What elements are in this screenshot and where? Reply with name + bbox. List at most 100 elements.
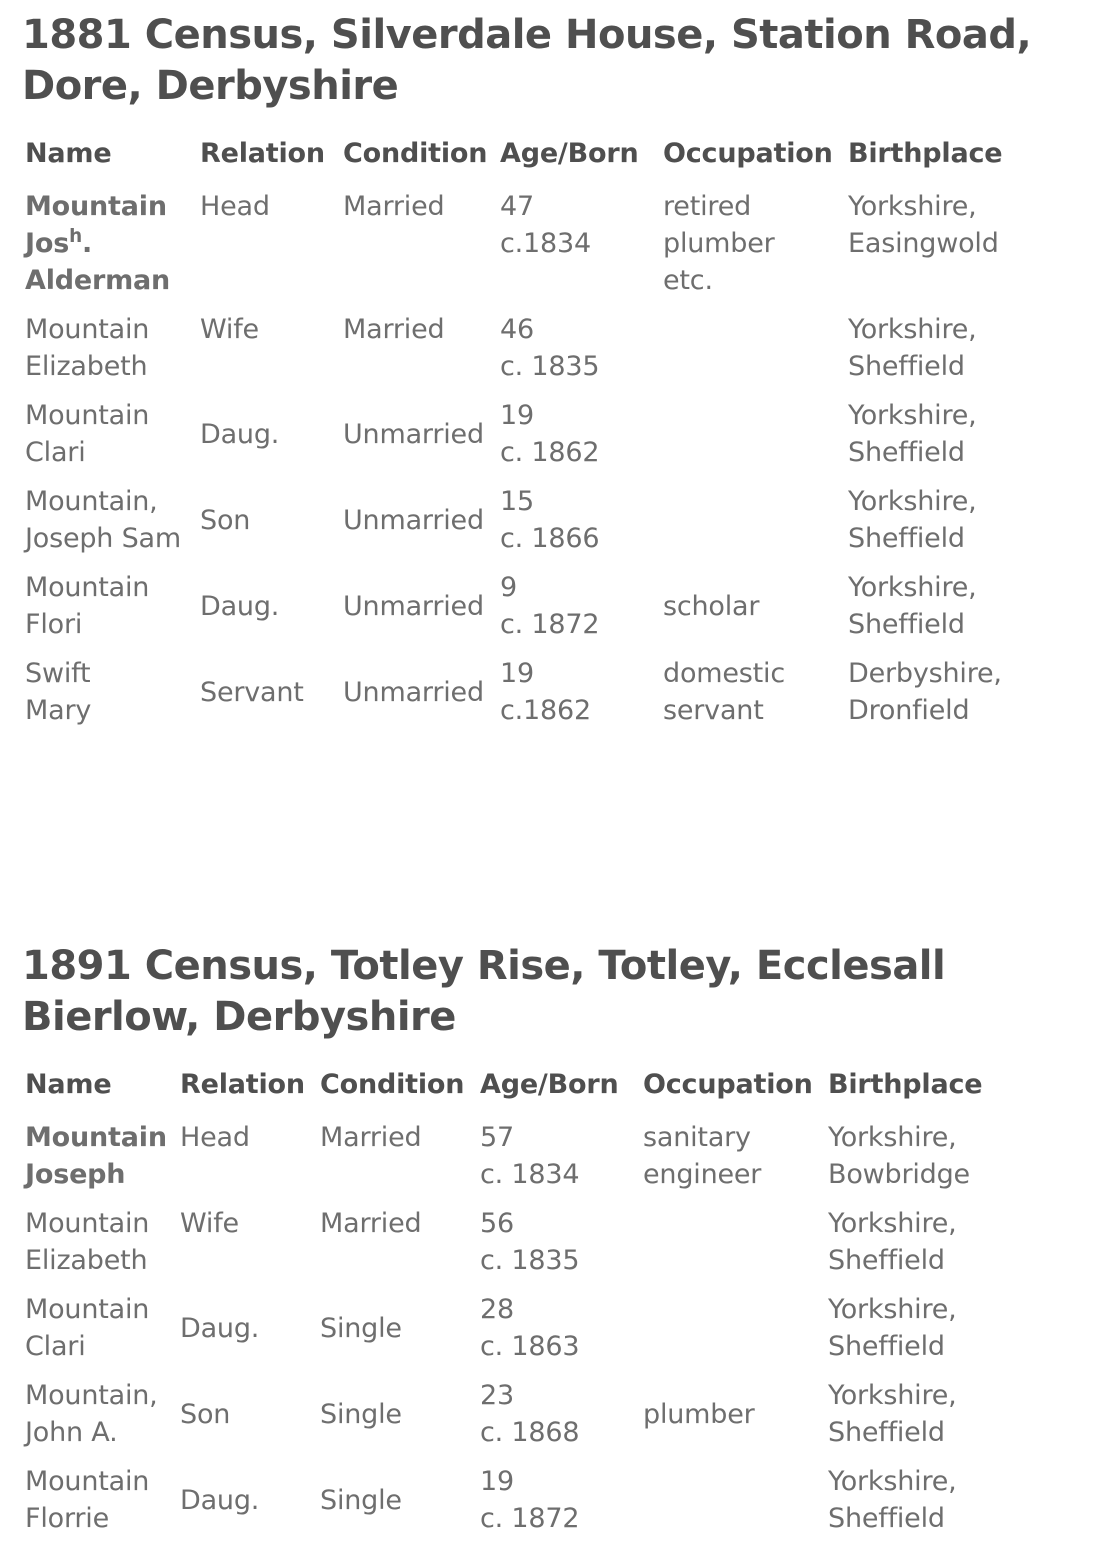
cell-age-born: 56 c. 1835 <box>480 1208 580 1276</box>
name-line-1: Mountain <box>25 191 167 222</box>
name-line-3: Alderman <box>25 265 171 296</box>
cell-birthplace: Yorkshire, Sheffield <box>828 1380 957 1448</box>
cell-age-born: 9 c. 1872 <box>500 572 600 640</box>
table-row: Mountain Florrie Daug. Single 19 c. 1872… <box>25 1457 1018 1543</box>
cell-birthplace: Yorkshire, Sheffield <box>828 1208 957 1276</box>
table-row: Mountain Joseph Head Married 57 c. 1834 … <box>25 1113 1018 1199</box>
table-row: Mountain Clari Daug. Single 28 c. 1863 Y… <box>25 1285 1018 1371</box>
table-row: Mountain Flori Daug. Unmarried 9 c. 1872… <box>25 563 1038 649</box>
cell-relation: Daug. <box>200 590 280 622</box>
column-header-relation: Relation <box>180 1069 305 1100</box>
cell-birthplace: Yorkshire, Sheffield <box>848 486 977 554</box>
name-superscript: h <box>69 226 82 247</box>
census-1881-title: 1881 Census, Silverdale House, Station R… <box>22 12 1032 109</box>
cell-name: Swift Mary <box>25 658 92 726</box>
table-row: Mountain Elizabeth Wife Married 46 c. 18… <box>25 305 1038 391</box>
cell-relation: Son <box>200 504 251 536</box>
cell-condition: Married <box>343 314 445 345</box>
cell-occupation <box>643 1457 828 1543</box>
cell-relation: Son <box>180 1398 231 1430</box>
cell-name: Mountain Elizabeth <box>25 314 150 382</box>
cell-age-born: 47 c.1834 <box>500 191 591 259</box>
cell-relation: Daug. <box>180 1312 260 1344</box>
name-line-2-base: Jos <box>25 228 70 259</box>
cell-age-born: 28 c. 1863 <box>480 1294 580 1362</box>
cell-relation: Head <box>200 191 270 222</box>
column-header-birthplace: Birthplace <box>848 138 1003 169</box>
column-header-birthplace: Birthplace <box>828 1069 983 1100</box>
cell-condition: Unmarried <box>343 676 484 708</box>
census-1881-table: Name Relation Condition Age/Born Occupat… <box>25 136 1038 735</box>
cell-occupation <box>663 305 848 391</box>
cell-condition: Single <box>320 1398 402 1430</box>
cell-occupation: retired plumber etc. <box>663 191 775 296</box>
column-header-condition: Condition <box>343 138 488 169</box>
cell-birthplace: Yorkshire, Sheffield <box>848 572 977 640</box>
column-header-name: Name <box>25 1069 112 1100</box>
cell-condition: Married <box>320 1208 422 1239</box>
column-header-occupation: Occupation <box>663 138 833 169</box>
census-1891-title: 1891 Census, Totley Rise, Totley, Eccles… <box>22 943 946 1040</box>
cell-birthplace: Yorkshire, Sheffield <box>848 314 977 382</box>
table-row: Mountain Elizabeth Wife Married 56 c. 18… <box>25 1199 1018 1285</box>
cell-condition: Single <box>320 1484 402 1516</box>
table-header-row: Name Relation Condition Age/Born Occupat… <box>25 1067 1018 1113</box>
table-row: Mountain Josh. Alderman Head Married 47 c.… <box>25 182 1038 305</box>
cell-relation: Daug. <box>180 1484 260 1516</box>
census-1881-section: 1881 Census, Silverdale House, Station R… <box>22 10 1075 735</box>
census-1891-section: 1891 Census, Totley Rise, Totley, Eccles… <box>22 941 1075 1543</box>
cell-name: Mountain Joseph <box>25 1122 167 1190</box>
cell-name: Mountain, Joseph Sam <box>25 486 181 554</box>
cell-name: Mountain Josh. Alderman <box>25 182 200 305</box>
cell-occupation: domestic servant <box>663 658 785 726</box>
cell-age-born: 15 c. 1866 <box>500 486 600 554</box>
cell-birthplace: Yorkshire, Easingwold <box>848 191 999 259</box>
table-row: Mountain, Joseph Sam Son Unmarried 15 c.… <box>25 477 1038 563</box>
cell-name: Mountain Clari <box>25 1294 150 1362</box>
cell-relation: Wife <box>180 1208 239 1239</box>
cell-age-born: 19 c. 1862 <box>500 400 600 468</box>
cell-occupation <box>663 477 848 563</box>
cell-condition: Unmarried <box>343 590 484 622</box>
cell-age-born: 57 c. 1834 <box>480 1122 580 1190</box>
column-header-age-born: Age/Born <box>480 1069 619 1100</box>
cell-name: Mountain Elizabeth <box>25 1208 150 1276</box>
cell-name: Mountain Florrie <box>25 1466 150 1534</box>
cell-condition: Single <box>320 1312 402 1344</box>
table-header-row: Name Relation Condition Age/Born Occupat… <box>25 136 1038 182</box>
table-row: Mountain, John A. Son Single 23 c. 1868 … <box>25 1371 1018 1457</box>
cell-name: Mountain Clari <box>25 400 150 468</box>
column-header-relation: Relation <box>200 138 325 169</box>
table-row: Mountain Clari Daug. Unmarried 19 c. 186… <box>25 391 1038 477</box>
cell-occupation <box>643 1199 828 1285</box>
cell-age-born: 46 c. 1835 <box>500 314 600 382</box>
cell-relation: Servant <box>200 676 304 708</box>
column-header-condition: Condition <box>320 1069 465 1100</box>
table-row: Swift Mary Servant Unmarried 19 c.1862 d… <box>25 649 1038 735</box>
cell-relation: Head <box>180 1122 250 1153</box>
cell-occupation <box>663 391 848 477</box>
cell-age-born: 19 c.1862 <box>500 658 591 726</box>
cell-relation: Daug. <box>200 418 280 450</box>
cell-occupation: scholar <box>663 590 760 622</box>
census-1891-table: Name Relation Condition Age/Born Occupat… <box>25 1067 1018 1543</box>
cell-birthplace: Yorkshire, Sheffield <box>848 400 977 468</box>
cell-age-born: 23 c. 1868 <box>480 1380 580 1448</box>
column-header-age-born: Age/Born <box>500 138 639 169</box>
cell-birthplace: Yorkshire, Bowbridge <box>828 1122 970 1190</box>
cell-occupation: sanitary engineer <box>643 1122 762 1190</box>
column-header-occupation: Occupation <box>643 1069 813 1100</box>
cell-name: Mountain, John A. <box>25 1380 158 1448</box>
cell-condition: Unmarried <box>343 418 484 450</box>
cell-condition: Married <box>320 1122 422 1153</box>
cell-relation: Wife <box>200 314 259 345</box>
column-header-name: Name <box>25 138 112 169</box>
cell-occupation: plumber <box>643 1398 755 1430</box>
cell-name: Mountain Flori <box>25 572 150 640</box>
cell-birthplace: Yorkshire, Sheffield <box>828 1466 957 1534</box>
cell-birthplace: Yorkshire, Sheffield <box>828 1294 957 1362</box>
cell-condition: Unmarried <box>343 504 484 536</box>
cell-age-born: 19 c. 1872 <box>480 1466 580 1534</box>
cell-condition: Married <box>343 191 445 222</box>
cell-birthplace: Derbyshire, Dronfield <box>848 658 1002 726</box>
